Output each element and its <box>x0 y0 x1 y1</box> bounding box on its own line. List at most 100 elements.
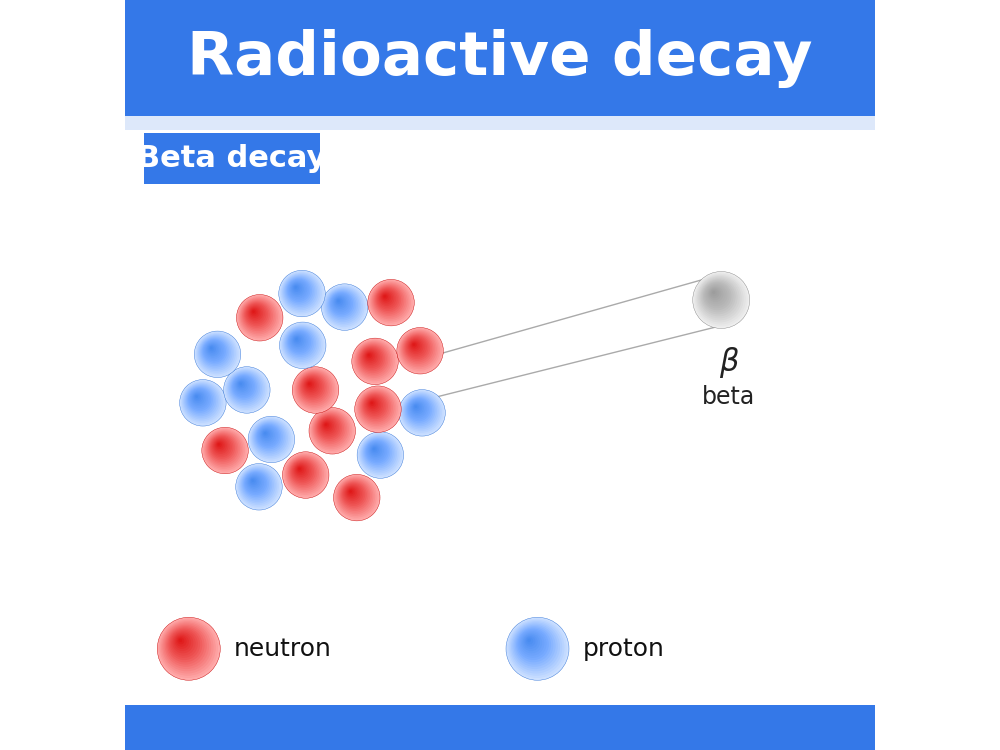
Circle shape <box>338 479 372 512</box>
Circle shape <box>297 371 330 405</box>
Circle shape <box>290 332 308 350</box>
Circle shape <box>251 478 256 484</box>
Circle shape <box>283 453 327 497</box>
Circle shape <box>329 291 355 317</box>
Circle shape <box>239 467 276 503</box>
Circle shape <box>400 391 444 434</box>
Circle shape <box>291 460 314 484</box>
Circle shape <box>197 334 236 373</box>
Circle shape <box>206 432 240 466</box>
Circle shape <box>162 622 211 671</box>
Circle shape <box>281 324 323 365</box>
Circle shape <box>383 294 388 299</box>
Circle shape <box>400 330 438 369</box>
Circle shape <box>296 370 332 406</box>
Circle shape <box>284 327 318 360</box>
Circle shape <box>196 333 237 374</box>
Circle shape <box>236 379 249 392</box>
Circle shape <box>295 338 298 340</box>
Circle shape <box>252 479 254 482</box>
Circle shape <box>237 464 281 509</box>
Circle shape <box>259 427 275 442</box>
Circle shape <box>364 395 385 416</box>
Circle shape <box>410 400 425 416</box>
Circle shape <box>211 436 232 457</box>
Circle shape <box>399 329 440 370</box>
Circle shape <box>370 281 411 322</box>
Circle shape <box>363 437 394 469</box>
Circle shape <box>213 439 228 454</box>
Circle shape <box>170 630 198 658</box>
Circle shape <box>205 430 243 469</box>
Circle shape <box>322 421 332 431</box>
Circle shape <box>366 441 387 462</box>
Circle shape <box>167 627 202 662</box>
Circle shape <box>353 339 397 383</box>
Circle shape <box>344 484 362 502</box>
Circle shape <box>360 346 383 370</box>
Circle shape <box>294 337 300 342</box>
Circle shape <box>405 396 434 424</box>
Circle shape <box>283 326 319 362</box>
Circle shape <box>203 340 226 363</box>
Circle shape <box>262 430 270 438</box>
FancyBboxPatch shape <box>125 116 875 130</box>
Circle shape <box>409 400 427 418</box>
Circle shape <box>205 342 221 358</box>
Circle shape <box>174 634 191 651</box>
Circle shape <box>515 626 553 664</box>
Circle shape <box>260 428 273 441</box>
Circle shape <box>286 278 312 304</box>
Circle shape <box>316 414 344 442</box>
Circle shape <box>711 290 717 296</box>
Circle shape <box>235 378 250 393</box>
Circle shape <box>408 339 424 354</box>
Circle shape <box>181 382 223 423</box>
Circle shape <box>514 625 556 667</box>
Circle shape <box>407 398 430 422</box>
Circle shape <box>292 284 302 294</box>
FancyBboxPatch shape <box>125 0 875 116</box>
Circle shape <box>334 476 378 519</box>
Circle shape <box>192 392 205 404</box>
Circle shape <box>209 435 235 460</box>
Circle shape <box>321 284 368 330</box>
Circle shape <box>406 337 427 358</box>
Circle shape <box>212 437 230 455</box>
Circle shape <box>334 297 345 307</box>
Circle shape <box>366 397 381 412</box>
Circle shape <box>310 409 354 452</box>
Text: Beta decay: Beta decay <box>137 144 327 172</box>
Circle shape <box>225 368 268 412</box>
Circle shape <box>298 467 301 470</box>
Circle shape <box>511 622 560 671</box>
Circle shape <box>373 448 376 450</box>
Circle shape <box>195 332 239 376</box>
Circle shape <box>315 413 346 444</box>
Circle shape <box>402 392 440 431</box>
Circle shape <box>253 421 286 454</box>
Circle shape <box>293 336 301 344</box>
Circle shape <box>521 632 542 653</box>
Circle shape <box>283 275 317 308</box>
Circle shape <box>218 443 220 446</box>
Circle shape <box>258 427 276 445</box>
Circle shape <box>261 429 272 439</box>
Circle shape <box>352 338 398 385</box>
Circle shape <box>290 281 305 297</box>
Circle shape <box>411 341 419 350</box>
Circle shape <box>300 374 326 400</box>
Circle shape <box>507 619 567 678</box>
Circle shape <box>303 378 319 394</box>
Circle shape <box>357 432 404 478</box>
Circle shape <box>378 290 396 308</box>
Circle shape <box>236 464 282 510</box>
Circle shape <box>165 625 207 667</box>
Circle shape <box>705 284 727 306</box>
Circle shape <box>238 381 245 388</box>
Circle shape <box>357 388 396 427</box>
Circle shape <box>297 466 302 472</box>
Circle shape <box>228 371 262 405</box>
Circle shape <box>250 418 291 460</box>
Circle shape <box>335 298 343 305</box>
